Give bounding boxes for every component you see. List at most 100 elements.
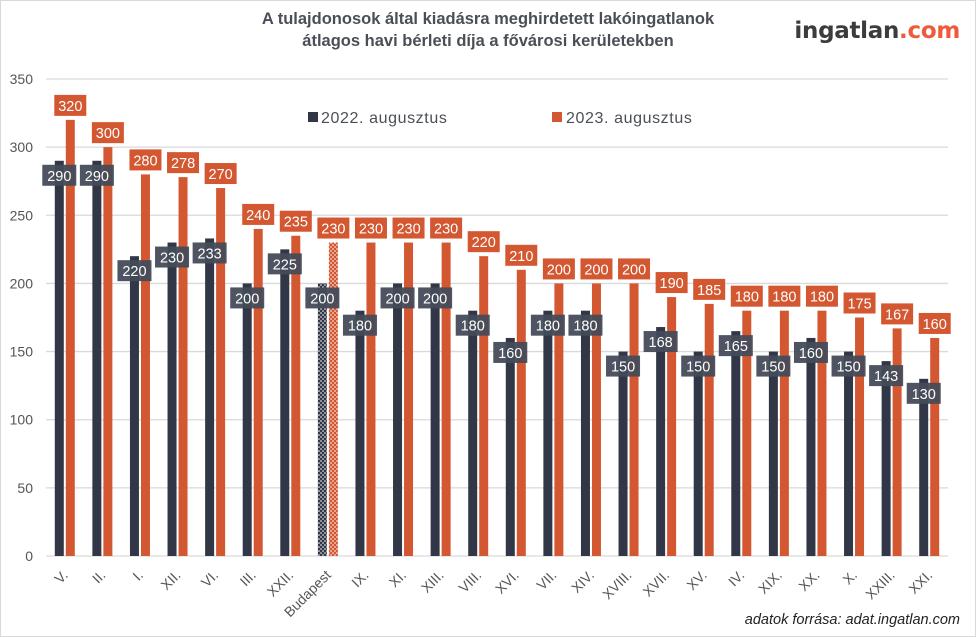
x-tick-label: XV. xyxy=(683,567,709,593)
legend-swatch-2022 xyxy=(308,112,318,122)
bar-2022-V. xyxy=(54,160,64,556)
data-label-bg-2022 xyxy=(418,287,453,309)
data-label-bg-2022 xyxy=(455,314,490,336)
data-label-2022: 180 xyxy=(461,319,485,335)
data-label-bg-2022 xyxy=(793,341,828,363)
data-label-2022: 230 xyxy=(160,251,184,267)
bar-2023-III. xyxy=(253,228,263,556)
x-tick-label: XIII. xyxy=(418,567,447,596)
x-tick-label: V. xyxy=(51,567,71,587)
brand-logo: ingatlan.com xyxy=(794,18,960,44)
bar-2023-XIII. xyxy=(441,242,451,557)
bar-2022-VII. xyxy=(543,310,553,556)
data-label-bg-2023 xyxy=(655,272,688,294)
y-tick-label: 0 xyxy=(25,548,33,564)
data-label-2022: 200 xyxy=(235,291,259,307)
data-label-2022: 180 xyxy=(348,319,372,335)
bar-2022-XXI. xyxy=(919,378,929,556)
bar-2023-XVI. xyxy=(516,269,526,556)
bar-2023-XVII. xyxy=(667,297,677,556)
data-label-2022: 220 xyxy=(122,264,146,280)
data-label-bg-2022 xyxy=(643,331,678,353)
data-label-bg-2023 xyxy=(805,285,838,307)
data-label-bg-2022 xyxy=(606,355,641,377)
data-label-2022: 200 xyxy=(423,291,447,307)
data-label-bg-2023 xyxy=(467,231,500,253)
data-label-2022: 130 xyxy=(912,387,936,403)
data-label-2023: 167 xyxy=(885,307,909,323)
data-label-bg-2022 xyxy=(568,314,603,336)
legend: 2022. augusztus 2023. augusztus xyxy=(308,110,692,127)
x-tick-label: XX. xyxy=(795,567,822,594)
chart-title-line-1: A tulajdonosok által kiadásra meghirdete… xyxy=(261,10,715,28)
data-label-bg-2022 xyxy=(530,314,565,336)
x-tick-label: XXIII. xyxy=(862,567,898,603)
bar-2022-IX. xyxy=(355,310,365,556)
x-tick-label: IV. xyxy=(725,567,748,590)
data-label-bg-2023 xyxy=(505,244,538,266)
x-tick-label: VI. xyxy=(198,567,221,590)
data-label-bg-2023 xyxy=(881,303,914,325)
data-label-bg-2022 xyxy=(342,314,377,336)
data-label-2023: 180 xyxy=(772,290,796,306)
data-label-bg-2023 xyxy=(167,152,200,174)
data-label-2022: 225 xyxy=(273,257,297,273)
y-tick-label: 100 xyxy=(10,412,34,428)
bar-2022-Budapest xyxy=(317,283,327,556)
bar-2022-XIV. xyxy=(580,310,590,556)
bar-2023-XIX. xyxy=(779,310,789,556)
data-label-2023: 320 xyxy=(58,99,82,115)
x-tick-label: XIV. xyxy=(568,567,597,596)
data-label-2023: 200 xyxy=(547,262,571,278)
data-label-2023: 200 xyxy=(622,262,646,278)
bar-2023-XXII. xyxy=(291,235,301,556)
data-label-2022: 200 xyxy=(310,291,334,307)
chart-title: A tulajdonosok által kiadásra meghirdete… xyxy=(0,8,976,52)
gridlines xyxy=(46,78,948,557)
bar-2022-II. xyxy=(92,160,102,556)
data-label-2023: 175 xyxy=(847,297,871,313)
bar-2022-III. xyxy=(242,283,252,556)
x-tick-label: XVII. xyxy=(639,567,672,600)
x-tick-label: I. xyxy=(129,567,146,584)
data-label-bg-2023 xyxy=(430,217,463,239)
data-label-2023: 280 xyxy=(133,153,157,169)
data-label-2022: 168 xyxy=(649,335,673,351)
bar-2022-XV. xyxy=(693,351,703,556)
bar-2022-XVI. xyxy=(505,337,515,556)
data-label-bg-2022 xyxy=(718,335,753,357)
data-label-bg-2022 xyxy=(305,287,340,309)
data-label-2022: 290 xyxy=(85,169,109,185)
x-tick-label: XVI. xyxy=(492,567,522,597)
bar-2023-XI. xyxy=(404,242,414,557)
data-label-2022: 233 xyxy=(198,246,222,262)
data-label-2022: 150 xyxy=(836,360,860,376)
data-label-bg-2022 xyxy=(493,341,528,363)
data-label-2023: 300 xyxy=(96,126,120,142)
bar-2022-XII. xyxy=(167,242,177,557)
bar-2022-XVIII. xyxy=(618,351,628,556)
y-tick-label: 300 xyxy=(10,139,34,155)
x-tick-label: III. xyxy=(237,567,259,589)
data-label-2023: 240 xyxy=(246,208,270,224)
bar-2023-XIV. xyxy=(591,283,601,556)
bar-2023-IX. xyxy=(366,242,376,557)
data-label-2022: 143 xyxy=(874,369,898,385)
bar-2023-XVIII. xyxy=(629,283,639,556)
data-label-2023: 230 xyxy=(359,222,383,238)
data-label-bg-2022 xyxy=(230,287,265,309)
data-label-bg-2022 xyxy=(155,246,190,268)
bar-2023-II. xyxy=(103,147,113,556)
bar-2023-XII. xyxy=(178,177,188,556)
data-label-2023: 278 xyxy=(171,156,195,172)
data-label-bg-2023 xyxy=(204,163,237,185)
data-label-2023: 190 xyxy=(660,276,684,292)
data-label-2023: 235 xyxy=(284,215,308,231)
bar-2023-V. xyxy=(65,119,75,556)
data-labels: 320 290 300 290 280 220 278 230 270 233 240 200 235 2… xyxy=(42,94,951,404)
x-tick-label: XIX. xyxy=(755,567,785,597)
data-label-2023: 160 xyxy=(923,317,947,333)
data-label-2022: 200 xyxy=(385,291,409,307)
data-label-bg-2022 xyxy=(681,355,716,377)
